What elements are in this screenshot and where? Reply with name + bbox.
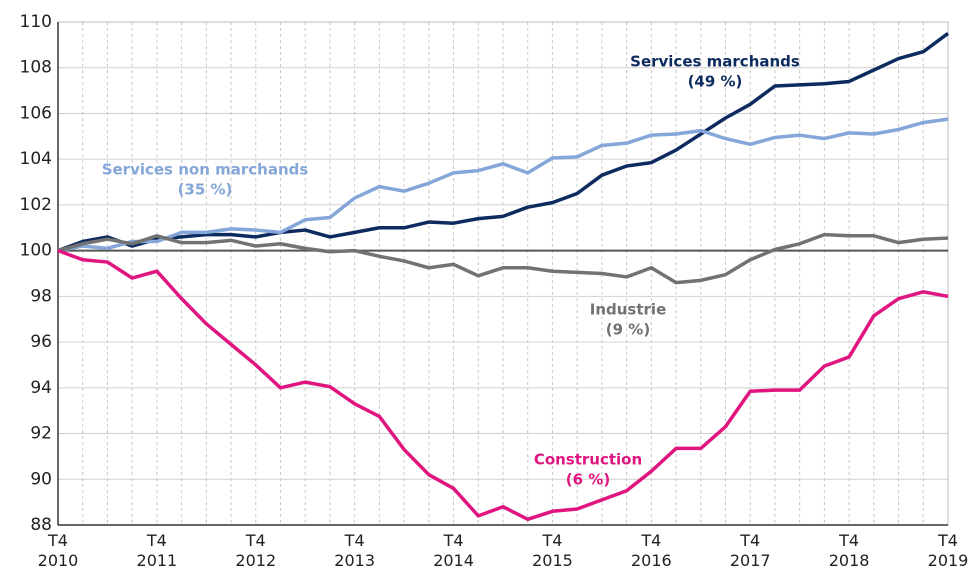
series-line: [57, 117, 949, 253]
series-share: (6 %): [566, 471, 610, 489]
series-share: (49 %): [688, 73, 743, 91]
y-tick-label: 94: [30, 378, 52, 398]
x-tick-label: T4 2019: [927, 531, 968, 570]
series-share: (9 %): [606, 321, 650, 339]
y-tick-label: 102: [20, 195, 52, 215]
x-tick-label: T4 2018: [828, 531, 870, 570]
x-tick-label: T4 2012: [235, 531, 277, 570]
y-tick-label: 98: [30, 286, 52, 306]
y-tick-label: 88: [30, 515, 52, 535]
series-label: Industrie: [590, 301, 667, 319]
x-tick-label: T4 2015: [532, 531, 573, 570]
x-tick-label: T4 2014: [433, 531, 474, 570]
y-tick-label: 104: [20, 149, 52, 169]
y-tick-label: 106: [20, 103, 52, 123]
x-tick-label: T4 2017: [729, 531, 771, 570]
series-label: Construction: [534, 451, 642, 469]
series-share: (35 %): [178, 181, 233, 199]
y-tick-label: 90: [30, 469, 52, 489]
x-tick-label: T4 2010: [37, 531, 79, 570]
x-tick-label: T4 2016: [630, 531, 672, 570]
series-label: Services marchands: [630, 53, 800, 71]
series-line: [57, 32, 950, 253]
y-tick-label: 108: [20, 58, 52, 78]
series-line: [57, 248, 949, 522]
series-line: [57, 232, 949, 285]
series-label: Services non marchands: [102, 161, 309, 179]
x-tick-label: T4 2013: [334, 531, 376, 570]
y-tick-label: 100: [20, 241, 52, 261]
y-tick-label: 110: [20, 12, 52, 32]
x-tick-label: T4 2011: [136, 531, 178, 570]
y-tick-label: 92: [30, 424, 52, 444]
y-tick-label: 96: [30, 332, 52, 352]
